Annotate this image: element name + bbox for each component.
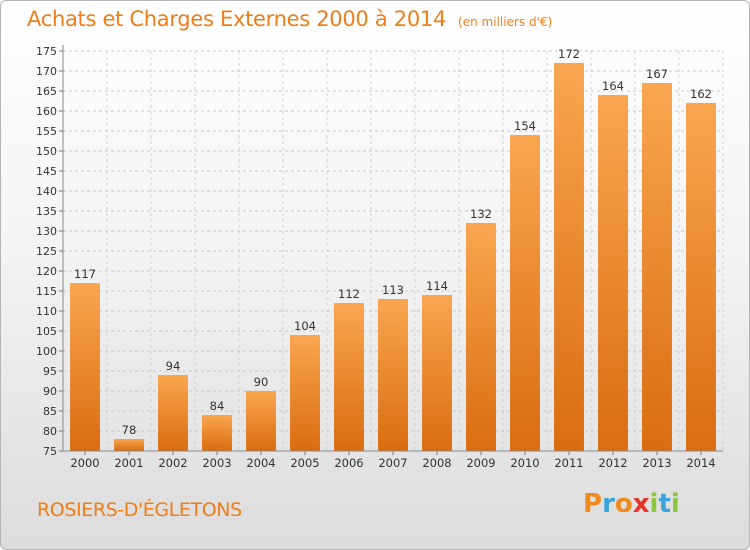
x-tick-label: 2002 (158, 456, 187, 470)
bar-value-label: 167 (646, 67, 668, 81)
y-tick-label: 85 (43, 405, 57, 418)
bar-value-label: 113 (382, 283, 404, 297)
y-tick-label: 170 (36, 65, 57, 78)
y-tick-label: 175 (36, 45, 57, 58)
bar-2000 (70, 283, 100, 451)
y-tick-label: 115 (36, 285, 57, 298)
logo-letter: o (614, 489, 633, 519)
bar-value-label: 84 (210, 399, 225, 413)
bar-2013 (642, 83, 672, 451)
bar-2008 (422, 295, 452, 451)
logo-letter: i (670, 489, 680, 519)
chart-title: Achats et Charges Externes 2000 à 2014 (27, 7, 447, 31)
bar-2011 (554, 63, 584, 451)
bar-value-label: 112 (338, 287, 360, 301)
bar-value-label: 104 (294, 319, 316, 333)
x-tick-label: 2012 (598, 456, 627, 470)
logo-letter: i (649, 489, 659, 519)
x-tick-label: 2001 (114, 456, 143, 470)
bar-2010 (510, 135, 540, 451)
bar-2002 (158, 375, 188, 451)
place-name: ROSIERS-D'ÉGLETONS (37, 499, 242, 521)
y-tick-label: 110 (36, 305, 57, 318)
bar-2007 (378, 299, 408, 451)
y-tick-label: 160 (36, 105, 57, 118)
y-tick-label: 80 (43, 425, 57, 438)
x-tick-label: 2005 (290, 456, 319, 470)
x-tick-label: 2011 (554, 456, 583, 470)
x-tick-label: 2000 (70, 456, 99, 470)
y-tick-label: 145 (36, 165, 57, 178)
y-tick-label: 150 (36, 145, 57, 158)
y-tick-label: 75 (43, 445, 57, 458)
bar-value-label: 114 (426, 279, 448, 293)
bar-value-label: 132 (470, 207, 492, 221)
bar-value-label: 164 (602, 79, 624, 93)
y-tick-label: 165 (36, 85, 57, 98)
y-tick-label: 155 (36, 125, 57, 138)
bar-value-label: 172 (558, 47, 580, 61)
bar-2006 (334, 303, 364, 451)
bar-2001 (114, 439, 144, 451)
bar-value-label: 154 (514, 119, 536, 133)
x-tick-label: 2004 (246, 456, 275, 470)
x-tick-label: 2013 (642, 456, 671, 470)
bar-value-label: 162 (690, 87, 712, 101)
x-tick-label: 2010 (510, 456, 539, 470)
chart-header: Achats et Charges Externes 2000 à 2014 (e… (27, 7, 552, 31)
bar-value-label: 117 (74, 267, 96, 281)
x-tick-label: 2008 (422, 456, 451, 470)
y-tick-label: 95 (43, 365, 57, 378)
bar-2004 (246, 391, 276, 451)
logo-letter: t (658, 489, 671, 519)
x-tick-label: 2014 (686, 456, 715, 470)
bar-2014 (686, 103, 716, 451)
x-tick-label: 2009 (466, 456, 495, 470)
y-tick-label: 140 (36, 185, 57, 198)
chart-unit-label: (en milliers d'€) (458, 15, 553, 29)
y-tick-label: 105 (36, 325, 57, 338)
bar-2003 (202, 415, 232, 451)
bar-2005 (290, 335, 320, 451)
bar-value-label: 94 (166, 359, 181, 373)
logo-letter: P (583, 489, 603, 519)
bar-value-label: 90 (254, 375, 269, 389)
bar-value-label: 78 (122, 423, 137, 437)
logo-letter: x (632, 489, 650, 519)
bar-2012 (598, 95, 628, 451)
x-tick-label: 2003 (202, 456, 231, 470)
y-tick-label: 90 (43, 385, 57, 398)
y-tick-label: 120 (36, 265, 57, 278)
proxiti-logo: Proxiti (583, 489, 680, 519)
y-tick-label: 125 (36, 245, 57, 258)
logo-letter: r (602, 489, 615, 519)
bar-2009 (466, 223, 496, 451)
y-tick-label: 135 (36, 205, 57, 218)
y-tick-label: 130 (36, 225, 57, 238)
y-tick-label: 100 (36, 345, 57, 358)
x-tick-label: 2006 (334, 456, 363, 470)
x-tick-label: 2007 (378, 456, 407, 470)
